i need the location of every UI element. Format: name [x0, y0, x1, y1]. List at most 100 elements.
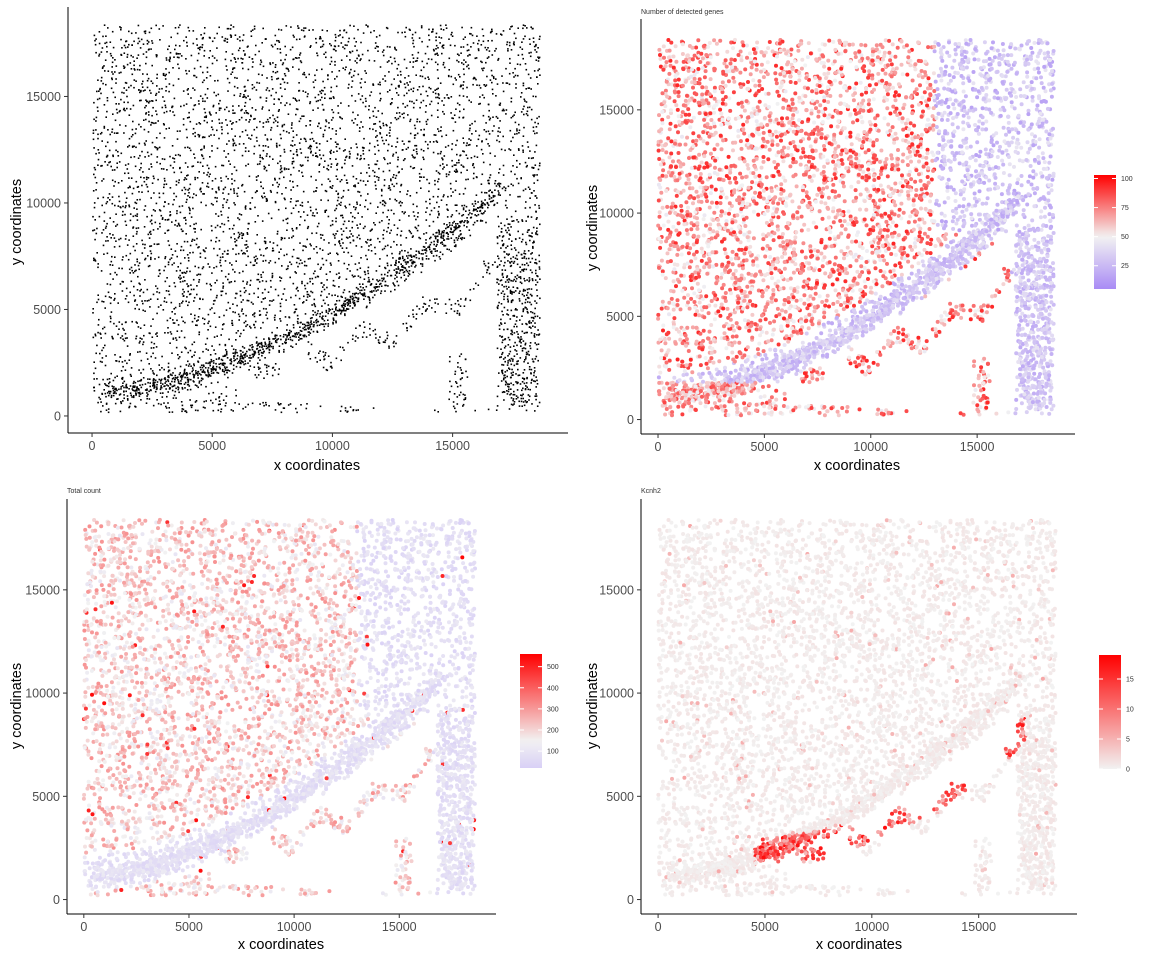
data-point [294, 271, 296, 273]
data-point [323, 288, 326, 291]
data-point [349, 153, 351, 155]
data-point [218, 122, 221, 124]
data-point [242, 252, 244, 255]
data-point [215, 265, 218, 268]
data-point [169, 164, 172, 167]
data-point [458, 54, 460, 57]
data-point [337, 45, 340, 47]
data-point [132, 385, 135, 387]
data-point [215, 190, 217, 193]
data-point [399, 115, 401, 118]
data-point [132, 396, 135, 399]
data-point [306, 95, 309, 98]
data-point [201, 97, 204, 100]
data-point [345, 66, 347, 68]
data-point [96, 301, 98, 304]
data-point [102, 301, 105, 303]
data-point [448, 173, 450, 176]
data-point [477, 42, 479, 45]
data-point [123, 66, 126, 69]
data-point [409, 195, 412, 197]
data-point [539, 317, 541, 319]
data-point [447, 238, 450, 240]
data-point [356, 268, 359, 271]
data-point [403, 212, 405, 215]
data-point [230, 24, 232, 26]
data-point [292, 130, 294, 132]
data-point [224, 369, 227, 371]
data-point [408, 315, 410, 317]
data-point [310, 131, 313, 134]
data-point [462, 63, 465, 66]
data-point [386, 216, 388, 218]
data-point [261, 74, 263, 76]
data-point [397, 284, 400, 287]
data-point [393, 283, 395, 286]
data-point [145, 352, 148, 354]
data-point [223, 373, 226, 376]
data-point [223, 314, 225, 317]
data-point [338, 240, 341, 242]
data-point [94, 260, 97, 262]
data-point [363, 147, 365, 149]
data-point [470, 26, 473, 29]
data-point [175, 44, 177, 47]
data-point [354, 340, 357, 342]
data-point [453, 226, 455, 228]
data-point [435, 53, 437, 55]
data-point [142, 90, 145, 92]
data-point [434, 250, 437, 252]
data-point [411, 37, 414, 39]
data-point [142, 243, 144, 246]
data-point [368, 281, 371, 283]
data-point [208, 266, 211, 268]
data-point [92, 312, 94, 314]
data-point [539, 35, 541, 38]
data-point [249, 284, 251, 286]
data-point [487, 40, 489, 42]
data-point [171, 105, 174, 108]
data-point [206, 97, 209, 99]
data-point [480, 183, 483, 185]
data-point [290, 330, 292, 333]
data-point [162, 123, 165, 125]
data-point [283, 237, 286, 240]
data-point [379, 201, 382, 204]
data-point [379, 125, 381, 128]
data-point [510, 183, 513, 185]
data-point [196, 44, 198, 46]
data-point [154, 258, 156, 260]
data-point [278, 177, 281, 180]
data-point [537, 60, 540, 62]
data-point [353, 25, 355, 27]
data-point [406, 193, 408, 196]
data-point [305, 246, 307, 248]
data-point [304, 219, 306, 222]
data-point [340, 295, 342, 298]
data-point [401, 211, 404, 213]
data-point [171, 411, 174, 413]
data-point [312, 81, 315, 83]
data-point [348, 236, 351, 238]
data-point [187, 93, 189, 95]
data-point [203, 119, 206, 122]
data-point [462, 116, 465, 119]
data-point [175, 346, 178, 349]
data-point [184, 376, 186, 379]
data-point [123, 44, 126, 47]
data-point [263, 377, 265, 379]
data-point [495, 47, 497, 50]
data-point [466, 169, 468, 171]
data-point [351, 338, 354, 340]
data-point [393, 57, 396, 60]
data-point [284, 316, 287, 318]
data-point [444, 303, 447, 305]
data-point [326, 279, 328, 281]
data-point [418, 236, 420, 239]
data-point [500, 148, 503, 151]
data-point [100, 80, 103, 82]
data-point [104, 392, 107, 395]
data-point [135, 269, 137, 272]
data-point [286, 217, 289, 220]
data-point [517, 74, 519, 77]
